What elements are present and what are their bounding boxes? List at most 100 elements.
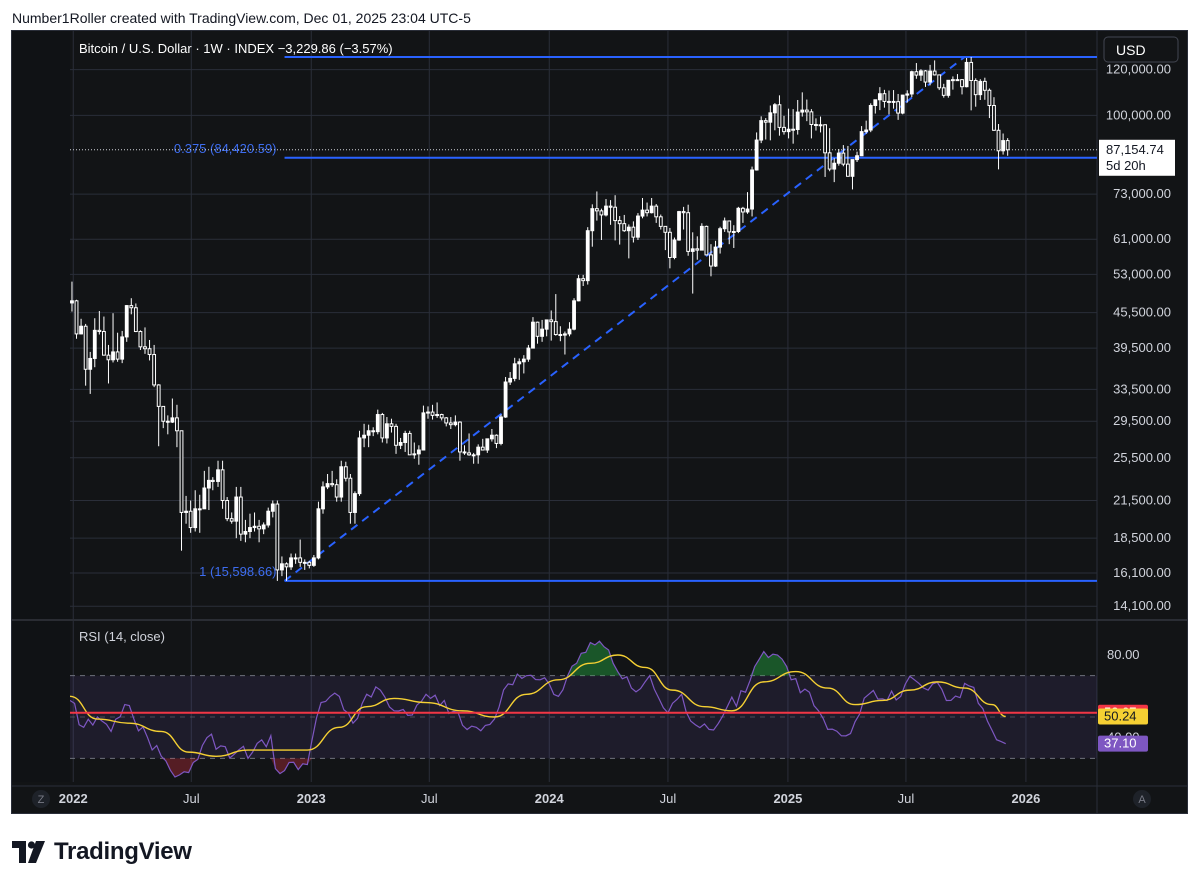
candle: [827, 128, 832, 172]
z-button-label: Z: [38, 794, 45, 806]
legend-change: −3,229.86 (−3.57%): [278, 41, 393, 56]
candle: [841, 145, 846, 167]
candle-body-up: [499, 416, 503, 444]
bar-countdown: 5d 20h: [1106, 158, 1146, 173]
candle-body-up: [836, 152, 841, 164]
time-tick-label: Jul: [898, 791, 915, 806]
candle-body-down: [667, 231, 672, 259]
candle-body-up: [517, 361, 522, 365]
candle: [873, 99, 878, 114]
candle: [877, 87, 882, 111]
z-button-bg[interactable]: [32, 790, 50, 808]
candle-body-down: [371, 430, 376, 433]
legend-sep: ·: [192, 41, 204, 56]
candle: [343, 461, 348, 482]
candle-body-up: [266, 510, 271, 526]
legend-exchange: INDEX: [234, 41, 274, 56]
candle-body-up: [412, 453, 417, 456]
candle-body-up: [859, 131, 864, 157]
candle-body-up: [786, 128, 791, 133]
candle-body-up: [850, 159, 855, 177]
candle-body-down: [458, 421, 462, 453]
candle: [969, 57, 974, 111]
candle-body-down: [763, 120, 768, 123]
candle-body-up: [234, 496, 239, 522]
candle: [832, 158, 837, 183]
candle: [941, 83, 946, 98]
candle: [919, 69, 923, 81]
price-tick-label: 73,000.00: [1113, 186, 1171, 201]
candle-body-down: [138, 331, 143, 348]
candle: [143, 327, 147, 354]
auto-zoom-button[interactable]: Z: [32, 790, 50, 808]
candle: [599, 208, 604, 241]
price-tick-label: 120,000.00: [1106, 62, 1171, 77]
candle-body-down: [814, 124, 818, 127]
price-axis: 120,000.00 100,000.00 73,000.00 61,000.00 53…: [1106, 62, 1171, 614]
currency-button[interactable]: USD: [1103, 36, 1179, 63]
candle-body-up: [79, 325, 84, 335]
candle: [115, 332, 120, 362]
candle: [736, 206, 741, 234]
price-tick-label: 33,500.00: [1113, 381, 1171, 396]
candle: [649, 197, 654, 214]
candle-body-down: [188, 510, 193, 529]
currency-button-bg[interactable]: [1103, 36, 1179, 63]
time-tick-label: Jul: [421, 791, 438, 806]
last-price-value: 87,154.74: [1106, 142, 1164, 157]
rsi-line: [70, 640, 1006, 778]
auto-scale-button[interactable]: A: [1133, 790, 1151, 808]
candle: [887, 90, 891, 115]
candle-body-down: [654, 205, 659, 218]
candle: [996, 123, 1001, 170]
candle: [526, 344, 531, 362]
candle: [426, 406, 430, 419]
candle-body-down: [394, 425, 398, 446]
candle: [503, 376, 508, 418]
candle-body-up: [302, 561, 307, 564]
candle: [458, 421, 462, 461]
candle-body-up: [531, 321, 535, 349]
candle: [731, 225, 736, 248]
candle-body-down: [275, 503, 280, 571]
candle-body-up: [713, 246, 718, 267]
candle: [572, 298, 576, 331]
candle-body-down: [257, 525, 262, 530]
candle-body-up: [750, 169, 754, 210]
candle-body-down: [448, 422, 453, 426]
candle-body-up: [426, 411, 430, 414]
candle-body-down: [220, 469, 225, 502]
candle-body-down: [704, 225, 709, 256]
a-button-bg[interactable]: [1133, 790, 1151, 808]
candle: [165, 415, 170, 435]
candle-body-down: [161, 405, 166, 422]
legend[interactable]: Bitcoin / U.S. Dollar · 1W · INDEX −3,22…: [79, 41, 393, 56]
candle: [658, 214, 663, 230]
candle: [581, 274, 586, 287]
candle: [690, 232, 695, 294]
candle: [275, 500, 280, 581]
candle-body-up: [193, 508, 198, 529]
candle-body-down: [129, 305, 134, 309]
candle: [453, 415, 458, 427]
candle: [416, 445, 421, 465]
candle-body-down: [645, 209, 649, 214]
candle: [540, 319, 545, 342]
candle-body-up: [900, 94, 905, 114]
candle-body-up: [731, 231, 736, 234]
candle: [759, 116, 764, 144]
candle-body-down: [430, 411, 435, 416]
candle: [238, 486, 243, 541]
candle: [243, 519, 248, 543]
candle: [667, 227, 672, 269]
candle-body-up: [362, 434, 366, 439]
candle: [175, 404, 179, 448]
time-tick-label: Jul: [660, 791, 677, 806]
candle-body-up: [485, 438, 490, 451]
candle-body-down: [480, 446, 485, 451]
candle: [645, 202, 649, 217]
candle: [909, 70, 914, 98]
candle: [188, 500, 193, 533]
